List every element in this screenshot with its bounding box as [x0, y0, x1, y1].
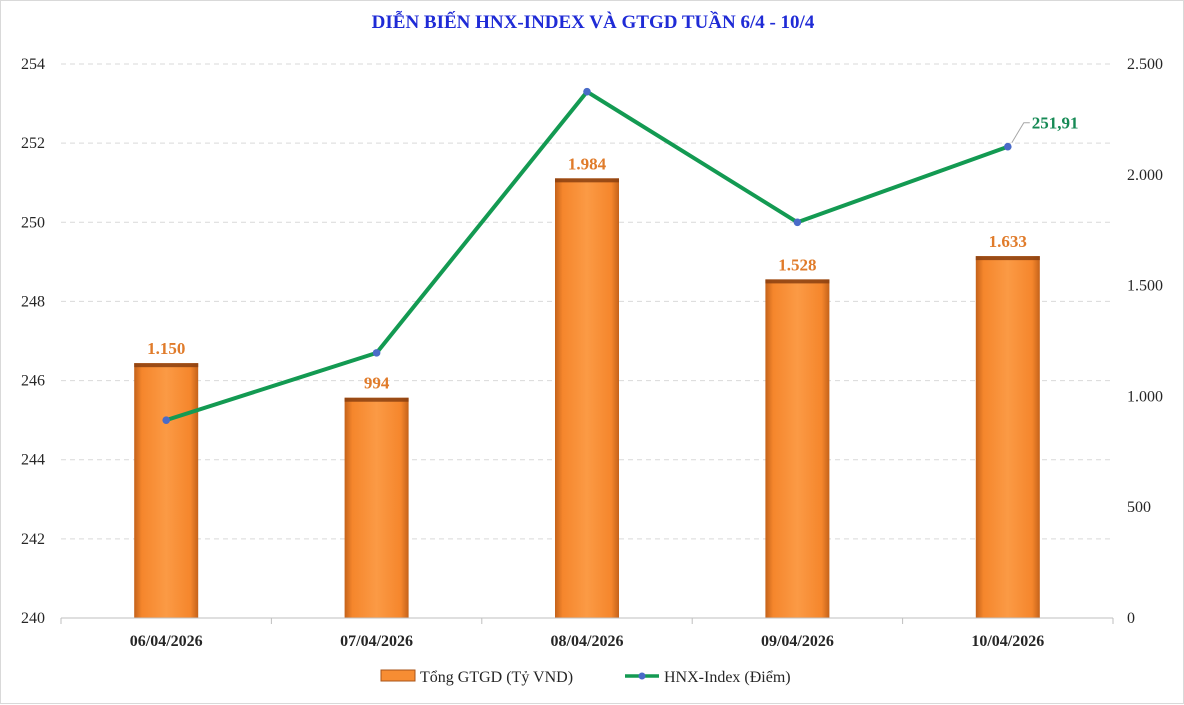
- bar: [975, 256, 1040, 618]
- bar-top-edge: [765, 279, 830, 284]
- chart-title: DIỄN BIẾN HNX-INDEX VÀ GTGD TUẦN 6/4 - 1…: [372, 11, 815, 33]
- legend: Tổng GTGD (Tỷ VND) HNX-Index (Điểm): [380, 669, 791, 686]
- bar-series: 1.150 994 1.984 1.528 1.633: [134, 154, 1040, 619]
- bar-data-label: 1.984: [568, 154, 607, 173]
- callout-leader: [1011, 122, 1030, 143]
- x-tick-label: 09/04/2026: [761, 633, 834, 650]
- bar-top-edge: [344, 397, 409, 402]
- left-tick-label: 246: [21, 373, 45, 390]
- right-tick-label: 500: [1127, 499, 1151, 516]
- line-point: [793, 218, 802, 227]
- bar-data-label: 1.633: [989, 232, 1027, 251]
- bar: [765, 279, 830, 618]
- legend-label-line: HNX-Index (Điểm): [664, 669, 791, 686]
- bar-top-edge: [975, 256, 1040, 261]
- line-point: [372, 349, 381, 357]
- left-tick-label: 248: [21, 293, 45, 310]
- right-y-axis: 0 500 1.000 1.500 2.000 2.500: [1127, 56, 1163, 627]
- left-tick-label: 250: [21, 214, 45, 231]
- right-tick-label: 1.500: [1127, 278, 1163, 295]
- x-tick-label: 07/04/2026: [340, 633, 413, 650]
- bar: [134, 363, 199, 618]
- line-point: [583, 87, 591, 96]
- right-tick-label: 2.000: [1127, 167, 1163, 184]
- bar-data-label: 994: [364, 374, 390, 393]
- bar-data-label: 1.528: [778, 255, 816, 274]
- left-y-axis: 240 242 244 246 248 250 252 254: [21, 56, 45, 627]
- left-tick-label: 242: [21, 531, 45, 548]
- left-tick-label: 244: [21, 452, 45, 469]
- right-tick-label: 2.500: [1127, 56, 1163, 73]
- legend-label-bar: Tổng GTGD (Tỷ VND): [420, 669, 573, 686]
- line-data-label: 251,91: [1032, 114, 1079, 133]
- left-tick-label: 240: [21, 610, 45, 627]
- x-tick-label: 10/04/2026: [971, 633, 1044, 650]
- legend-swatch-bar: [380, 669, 416, 682]
- bar-data-label: 1.150: [147, 339, 185, 358]
- bar-top-edge: [134, 363, 199, 368]
- line-series: 251,91: [162, 87, 1079, 424]
- x-tick-label: 08/04/2026: [551, 633, 624, 650]
- x-tick-label: 06/04/2026: [130, 633, 203, 650]
- bar-top-edge: [555, 178, 619, 183]
- left-tick-label: 254: [21, 56, 45, 73]
- line-point: [162, 416, 170, 424]
- x-axis: 06/04/2026 07/04/2026 08/04/2026 09/04/2026…: [60, 617, 1114, 650]
- line-point: [1004, 142, 1012, 151]
- legend-marker: [638, 672, 646, 680]
- right-tick-label: 0: [1127, 610, 1135, 627]
- bar: [555, 178, 619, 619]
- left-tick-label: 252: [21, 135, 45, 152]
- bar: [344, 397, 409, 618]
- right-tick-label: 1.000: [1127, 388, 1163, 405]
